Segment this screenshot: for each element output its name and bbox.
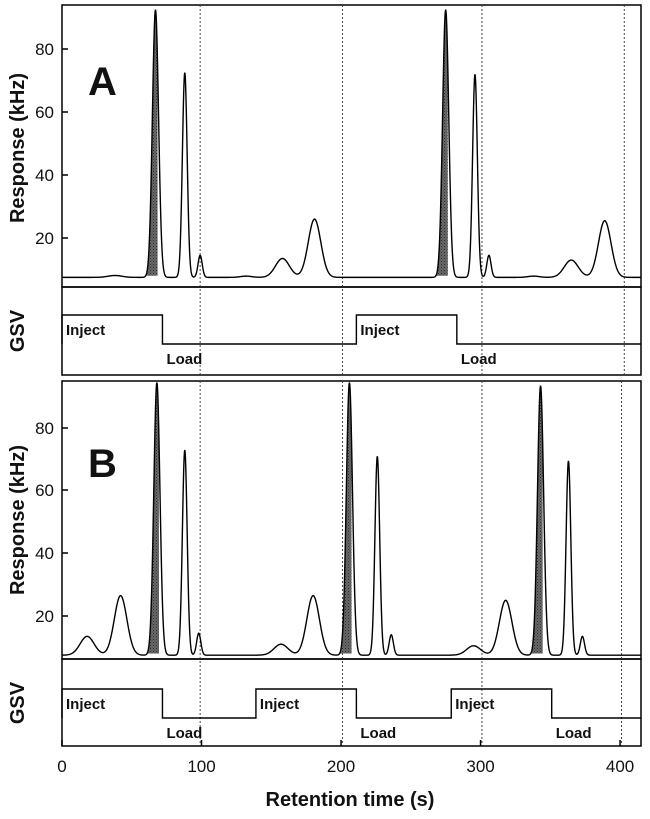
x-axis: 0 100 200 300 400 <box>57 740 634 776</box>
panel-a-y-tick-label: 20 <box>35 229 54 248</box>
panel-a-y-axis-label: Response (kHz) <box>7 73 29 223</box>
panel-b-label: B <box>88 442 117 486</box>
x-tick-label: 0 <box>57 757 66 776</box>
panel-a-gsv-label: GSV <box>7 309 29 352</box>
panel-b-y-tick-label: 80 <box>35 419 54 438</box>
x-tick-label: 300 <box>466 757 494 776</box>
panel-b-gsv-load-label: Load <box>556 725 592 742</box>
panel-b-y-tick-label: 40 <box>35 544 54 563</box>
x-tick-label: 100 <box>187 757 215 776</box>
panel-b-signal-trace <box>61 382 641 656</box>
panel-a-label: A <box>88 60 117 104</box>
panel-b-gsv-inject-label: Inject <box>66 696 105 713</box>
panel-b-gsv-inject-label: Inject <box>455 696 494 713</box>
panel-b-gsv-step-trace <box>61 688 641 719</box>
x-axis-label: Retention time (s) <box>266 789 435 811</box>
panel-b-gsv-label: GSV <box>7 681 29 724</box>
x-tick-label: 200 <box>327 757 355 776</box>
panel-a-gsv-inject-label: Inject <box>66 322 105 339</box>
panel-a: 20 40 60 80 Inject Load Inject Load <box>35 5 641 375</box>
panel-a-y-tick-label: 60 <box>35 103 54 122</box>
panel-b-gsv-frame <box>61 658 642 747</box>
panel-b-gsv-inject-label: Inject <box>260 696 299 713</box>
panel-a-gsv-step-trace <box>61 314 641 345</box>
panel-b-shaded-peak <box>147 382 160 654</box>
panel-b-gsv-load-label: Load <box>166 725 202 742</box>
panel-a-gsv-inject-label: Inject <box>360 322 399 339</box>
panel-a-y-tick-label: 40 <box>35 166 54 185</box>
panel-b-y-axis-label: Response (kHz) <box>7 445 29 595</box>
panel-b-gsv-load-label: Load <box>360 725 396 742</box>
panel-a-signal-trace <box>62 9 641 279</box>
panel-b: 20 40 60 80 Inject Load Inject Load Inject Load <box>35 381 641 746</box>
panel-b-shaded-peak <box>530 385 543 654</box>
panel-a-gsv-load-label: Load <box>166 351 202 368</box>
panel-b-shaded-peak <box>339 382 352 654</box>
panel-a-shaded-peak <box>145 9 158 276</box>
panel-a-y-tick-label: 80 <box>35 40 54 59</box>
panel-b-y-tick-label: 60 <box>35 481 54 500</box>
x-tick-label: 400 <box>606 757 634 776</box>
panel-a-gsv-load-label: Load <box>461 351 497 368</box>
panel-a-shaded-peak <box>435 9 448 276</box>
panel-b-y-tick-label: 20 <box>35 607 54 626</box>
panel-a-gsv-frame <box>61 286 642 376</box>
